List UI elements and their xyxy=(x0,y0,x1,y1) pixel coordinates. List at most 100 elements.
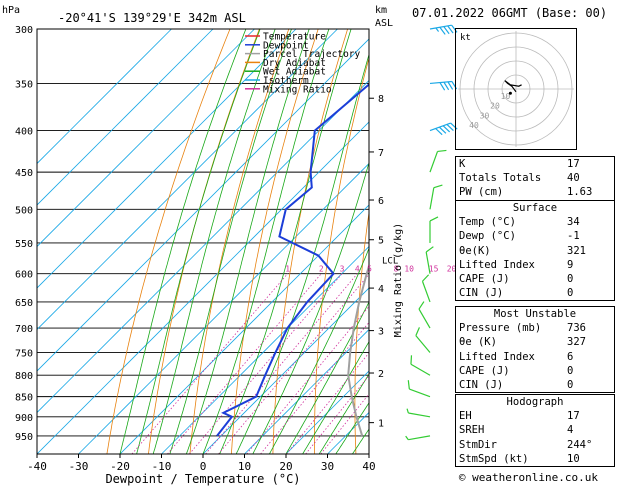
most-unstable-value: 736 xyxy=(567,322,586,335)
wind-barb-shaft xyxy=(425,251,431,274)
wind-barb-flag xyxy=(415,327,420,336)
mixing-ratio-line xyxy=(167,273,322,454)
wind-barb-flag xyxy=(435,128,443,136)
surface-label: CAPE (J) xyxy=(459,273,510,286)
wind-barb-flag xyxy=(443,26,450,35)
height-tick-label: 6 xyxy=(378,196,384,207)
mixing-ratio-line xyxy=(320,393,369,454)
lcl-label: LCL xyxy=(382,256,398,266)
hodograph-stat-row: StmDir 244° xyxy=(456,438,614,452)
wind-barbs xyxy=(405,24,458,441)
surface-row: CIN (J) 0 xyxy=(456,286,614,300)
wind-barb-flag xyxy=(442,125,451,133)
wind-barb-half-flag xyxy=(406,408,409,414)
surface-value: -1 xyxy=(567,230,580,243)
pressure-tick-label: 700 xyxy=(15,324,33,335)
indices-table: K 17 Totals Totals 40 PW (cm) 1.63 xyxy=(455,156,615,201)
legend-entry: Isotherm xyxy=(263,76,309,87)
wind-barb xyxy=(425,246,434,274)
hodograph-stat-label: EH xyxy=(459,410,472,423)
isotherm-line xyxy=(37,38,369,372)
mixing-ratio-line xyxy=(286,352,369,454)
surface-row: Lifted Index 9 xyxy=(456,258,614,272)
wind-barb-half-flag xyxy=(405,435,409,441)
index-row: Totals Totals 40 xyxy=(456,171,614,185)
most-unstable-label: Pressure (mb) xyxy=(459,322,542,335)
wind-barb xyxy=(405,435,431,441)
wet-adiabat-line xyxy=(186,29,310,454)
hodograph-trace xyxy=(504,80,522,93)
pressure-tick-label: 450 xyxy=(15,168,33,179)
wet-adiabat-line xyxy=(119,29,247,454)
x-tick-label: 10 xyxy=(238,460,251,473)
wind-barb xyxy=(407,380,431,398)
dry-adiabat-line xyxy=(189,29,290,454)
hodograph-table-title: Hodograph xyxy=(506,396,564,408)
wind-barb-shaft xyxy=(408,435,431,441)
isotherm-line xyxy=(37,29,338,331)
height-tick-label: 1 xyxy=(378,419,384,430)
surface-row: θe(K) 321 xyxy=(456,244,614,258)
location-title: -20°41'S 139°29'E 342m ASL xyxy=(58,11,246,25)
most-unstable-label: Lifted Index xyxy=(459,350,535,363)
wind-barb xyxy=(429,216,439,243)
hodograph-ring-label: 10 xyxy=(501,92,511,101)
index-row: PW (cm) 1.63 xyxy=(456,185,614,199)
hodograph-stat-row: EH 17 xyxy=(456,409,614,423)
most-unstable-table: Most Unstable Pressure (mb) 736 θe (K) 327 L… xyxy=(455,306,615,394)
isotherm-line xyxy=(37,29,255,248)
pressure-tick-label: 950 xyxy=(15,432,33,443)
isotherm-line xyxy=(285,370,369,454)
hodograph-stat-row: SREH 4 xyxy=(456,423,614,437)
index-label: PW (cm) xyxy=(459,186,504,199)
isotherm-line xyxy=(37,29,297,289)
wind-barb-flag xyxy=(447,81,454,90)
legend-entry: Dry Adiabat xyxy=(263,58,326,69)
most-unstable-value: 0 xyxy=(567,364,574,377)
surface-table: Surface Temp (°C) 34 Dewp (°C) -1 θe(K) 321 Li… xyxy=(455,200,615,302)
mixing-ratio-line xyxy=(189,273,343,454)
hodograph-ring-label: 20 xyxy=(490,102,500,111)
isotherm-line xyxy=(161,245,369,454)
wet-adiabat-line xyxy=(318,373,369,454)
wind-barb-shaft xyxy=(415,335,431,353)
surface-row: CAPE (J) 0 xyxy=(456,272,614,286)
index-label: Totals Totals xyxy=(459,172,542,185)
height-tick-label: 4 xyxy=(378,284,384,295)
wind-barb-shaft xyxy=(410,363,431,376)
hodograph-stat-value: 17 xyxy=(567,410,580,423)
index-value: 1.63 xyxy=(567,186,593,199)
copyright: © weatheronline.co.uk xyxy=(459,471,598,484)
height-tick-label: 8 xyxy=(378,94,384,105)
wet-adiabat-line xyxy=(219,29,352,454)
wind-barb xyxy=(429,80,458,91)
storm-motion-marker xyxy=(508,91,512,95)
most-unstable-label: θe (K) xyxy=(459,336,497,349)
most-unstable-row: CAPE (J) 0 xyxy=(456,364,614,378)
mixing-ratio-label: 20 xyxy=(447,265,457,274)
x-tick-label: 30 xyxy=(321,460,334,473)
mixing-ratio-label: 2 xyxy=(319,265,324,274)
mixing-ratio-line xyxy=(205,273,358,454)
wet-adiabat-line xyxy=(269,247,369,454)
most-unstable-title: Most Unstable xyxy=(493,308,577,320)
wind-barb-shaft xyxy=(409,388,431,398)
wind-barb-flag xyxy=(433,184,443,189)
mixing-ratio-label: 8 xyxy=(394,265,399,274)
surface-row: Dewp (°C) -1 xyxy=(456,229,614,243)
most-unstable-row: Lifted Index 6 xyxy=(456,350,614,364)
surface-value: 0 xyxy=(567,273,574,286)
pressure-tick-label: 650 xyxy=(15,298,33,309)
x-tick-label: 40 xyxy=(362,460,375,473)
surface-value: 0 xyxy=(567,287,574,300)
dry-adiabat-line xyxy=(148,29,260,454)
wind-barb-shaft xyxy=(421,281,431,303)
mixing-ratio-label: 1 xyxy=(285,265,290,274)
wet-adiabat-line xyxy=(252,161,369,454)
pressure-tick-label: 800 xyxy=(15,371,33,382)
wet-adiabat-line xyxy=(152,29,276,454)
wet-adiabat-line xyxy=(285,301,369,454)
wet-adiabat-line xyxy=(302,340,369,454)
